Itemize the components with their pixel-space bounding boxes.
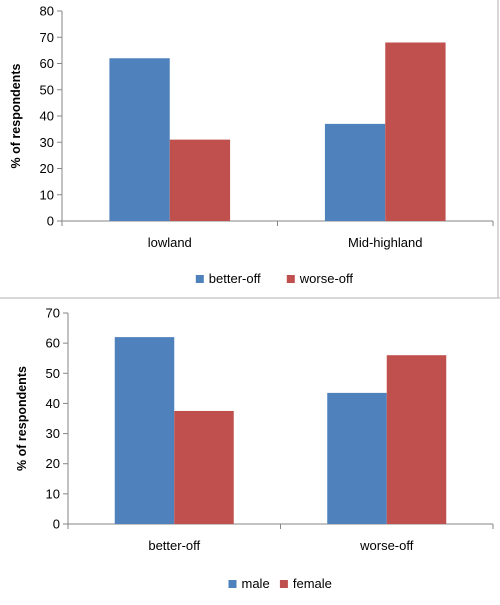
legend-label-2-male: male bbox=[242, 576, 270, 591]
y-tick-label-2-5: 50 bbox=[46, 366, 60, 381]
bar-2-female-better-off bbox=[174, 410, 234, 524]
category-label-2-1: worse-off bbox=[359, 538, 414, 553]
bar-2-male-worse-off bbox=[327, 392, 387, 524]
bar-1-worse-off-Mid-highland bbox=[385, 42, 446, 221]
y-tick-label-1-2: 20 bbox=[40, 161, 54, 176]
legend-label-2-female: female bbox=[293, 576, 332, 591]
legend-label-1-worse-off: worse-off bbox=[299, 271, 354, 286]
y-tick-label-2-6: 60 bbox=[46, 336, 60, 351]
legend-label-1-better-off: better-off bbox=[209, 271, 261, 286]
y-tick-label-1-3: 30 bbox=[40, 135, 54, 150]
bar-1-better-off-Mid-highland bbox=[324, 123, 386, 221]
y-tick-label-2-0: 0 bbox=[53, 517, 60, 532]
category-label-1-0: lowland bbox=[148, 235, 192, 250]
legend-swatch-1-better-off bbox=[195, 275, 204, 283]
y-tick-label-2-7: 70 bbox=[46, 306, 60, 321]
y-tick-label-1-5: 50 bbox=[40, 82, 54, 97]
legend-swatch-2-male bbox=[228, 580, 237, 588]
legend-swatch-2-female bbox=[279, 580, 288, 588]
legend-swatch-1-worse-off bbox=[286, 275, 295, 283]
y-axis-title-1: % of respondents bbox=[9, 64, 23, 169]
y-tick-label-1-7: 70 bbox=[40, 30, 54, 45]
category-label-2-0: better-off bbox=[148, 538, 200, 553]
y-tick-label-1-0: 0 bbox=[47, 214, 54, 229]
y-tick-label-2-3: 30 bbox=[46, 426, 60, 441]
y-tick-label-1-1: 10 bbox=[40, 187, 54, 202]
category-label-1-1: Mid-highland bbox=[348, 235, 422, 250]
bar-1-better-off-lowland bbox=[109, 58, 170, 221]
y-tick-label-1-8: 80 bbox=[40, 4, 54, 19]
bar-1-worse-off-lowland bbox=[169, 139, 231, 221]
y-tick-label-2-4: 40 bbox=[46, 396, 60, 411]
y-axis-title-2: % of respondents bbox=[15, 366, 29, 471]
bar-2-female-worse-off bbox=[386, 355, 447, 524]
y-tick-label-1-4: 40 bbox=[40, 109, 54, 124]
y-tick-label-2-1: 10 bbox=[46, 486, 60, 501]
y-tick-label-2-2: 20 bbox=[46, 456, 60, 471]
y-tick-label-1-6: 60 bbox=[40, 56, 54, 71]
bar-2-male-better-off bbox=[114, 337, 175, 524]
